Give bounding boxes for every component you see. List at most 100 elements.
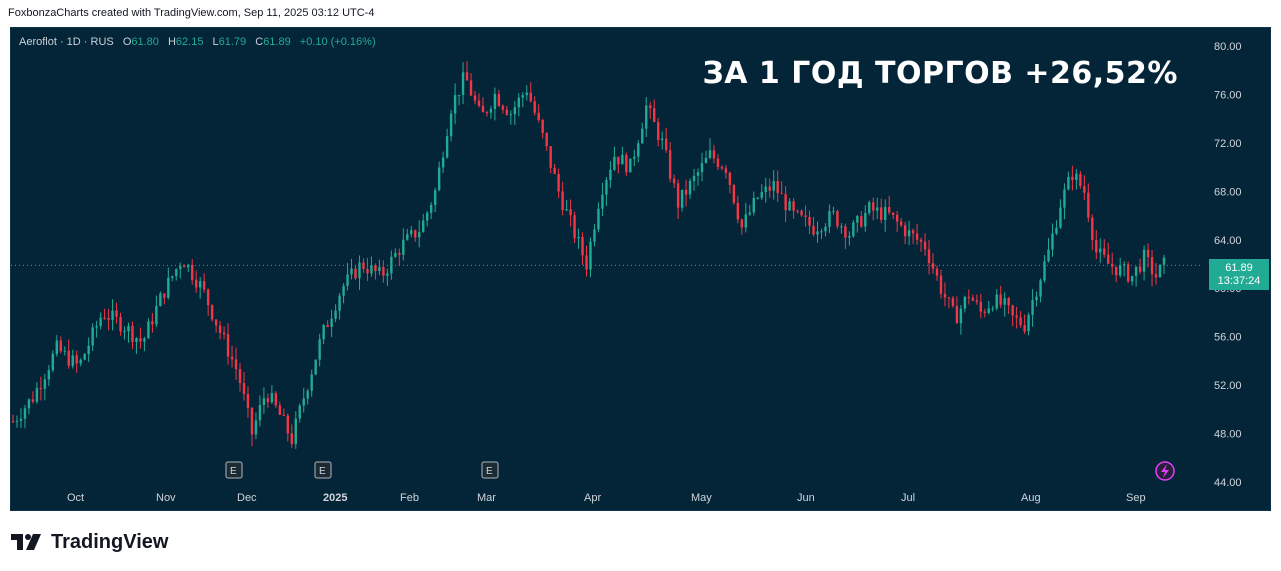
- candle-body: [362, 262, 365, 270]
- change-value: +0.10 (+0.16%): [299, 36, 376, 48]
- candle-body: [115, 310, 118, 317]
- candle-body: [1039, 280, 1042, 297]
- candle-body: [931, 263, 935, 269]
- candle-body: [390, 256, 393, 274]
- candle-body: [935, 268, 939, 276]
- candle-body: [159, 293, 162, 307]
- x-tick-label: Feb: [400, 492, 419, 504]
- candle-body: [191, 264, 194, 280]
- earnings-marker: E: [225, 461, 243, 479]
- candle-body: [418, 232, 421, 238]
- candle-body: [792, 201, 795, 211]
- candle-body: [210, 305, 214, 320]
- candle-body: [951, 298, 955, 307]
- candle-body: [828, 211, 831, 227]
- candle-body: [509, 114, 513, 116]
- candle-body: [441, 157, 445, 168]
- low-value: 61.79: [218, 36, 247, 48]
- candle-body: [330, 318, 333, 327]
- candle-body: [589, 241, 592, 270]
- candle-body: [832, 211, 835, 213]
- candle-body: [864, 213, 867, 227]
- candle-body: [796, 210, 799, 212]
- candle-body: [1095, 239, 1098, 253]
- candle-body: [812, 225, 815, 235]
- candle-body: [569, 209, 572, 216]
- candle-body: [163, 293, 166, 298]
- candle-body: [103, 317, 106, 319]
- candle-body: [338, 295, 341, 311]
- candle-body: [617, 156, 620, 165]
- candle-body: [1087, 192, 1090, 218]
- candle-body: [298, 405, 301, 419]
- candle-body: [884, 207, 887, 220]
- candle-body: [27, 399, 31, 409]
- candle-body: [306, 390, 309, 399]
- candle-body: [155, 306, 158, 325]
- tradingview-logo[interactable]: TradingView: [11, 528, 168, 556]
- candle-body: [175, 269, 178, 277]
- candle-body: [282, 414, 286, 416]
- chart-frame[interactable]: 80.0076.0072.0068.0064.0060.0056.0052.00…: [10, 27, 1271, 511]
- candle-body: [983, 311, 986, 313]
- candle-body: [1043, 261, 1046, 281]
- candle-body: [545, 133, 548, 147]
- candle-body: [19, 418, 23, 421]
- candle-body: [664, 138, 668, 151]
- candle-body: [51, 353, 55, 371]
- candle-body: [911, 230, 915, 234]
- candle-body: [75, 355, 78, 364]
- candle-body: [656, 121, 660, 141]
- candle-body: [83, 354, 86, 360]
- last-price-badge: 61.89 13:37:24: [1209, 259, 1269, 290]
- candle-body: [732, 185, 736, 203]
- candle-body: [354, 268, 357, 279]
- ohlc-legend: Aeroflot · 1D · RUS O61.80 H62.15 L61.79…: [19, 36, 376, 48]
- candle-body: [326, 325, 329, 327]
- candle-body: [824, 226, 827, 232]
- low-label: L: [212, 36, 219, 48]
- candle-body: [660, 138, 664, 141]
- candle-body: [1118, 265, 1122, 276]
- candle-body: [895, 214, 899, 222]
- candle-body: [752, 198, 755, 213]
- candle-body: [672, 178, 676, 184]
- earnings-marker-box: [225, 461, 243, 479]
- candle-body: [641, 128, 644, 144]
- candle-body: [649, 105, 652, 109]
- earnings-marker-label: E: [486, 466, 493, 477]
- candle-body: [135, 338, 138, 342]
- candle-body: [481, 105, 485, 113]
- candle-body: [521, 95, 524, 98]
- candle-body: [218, 325, 222, 333]
- candle-body: [31, 399, 35, 402]
- candle-body: [39, 388, 43, 390]
- candle-body: [975, 300, 979, 302]
- candle-body: [206, 289, 210, 306]
- price-axis: 80.0076.0072.0068.0064.0060.0056.0052.00…: [1214, 41, 1242, 489]
- candle-body: [852, 222, 855, 237]
- candle-body: [860, 216, 863, 227]
- candle-body: [776, 181, 779, 194]
- candle-body: [585, 255, 588, 270]
- candle-body: [1126, 264, 1130, 282]
- candle-body: [226, 334, 230, 357]
- candle-body: [358, 262, 361, 279]
- candle-body: [1162, 257, 1166, 265]
- candle-body: [728, 172, 732, 186]
- candle-body: [79, 359, 82, 364]
- candle-body: [195, 279, 198, 288]
- candle-body: [816, 231, 819, 235]
- candle-body: [422, 220, 425, 233]
- candle-body: [724, 168, 728, 173]
- x-tick-label: Oct: [67, 492, 84, 504]
- candle-body: [346, 274, 349, 286]
- candle-body: [366, 269, 369, 274]
- candlestick-chart[interactable]: 80.0076.0072.0068.0064.0060.0056.0052.00…: [11, 28, 1272, 512]
- candle-body: [67, 350, 70, 366]
- candle-series: [11, 61, 1166, 449]
- candle-body: [601, 194, 604, 209]
- candle-body: [1011, 305, 1014, 316]
- candle-body: [1099, 248, 1102, 253]
- candle-body: [429, 204, 433, 213]
